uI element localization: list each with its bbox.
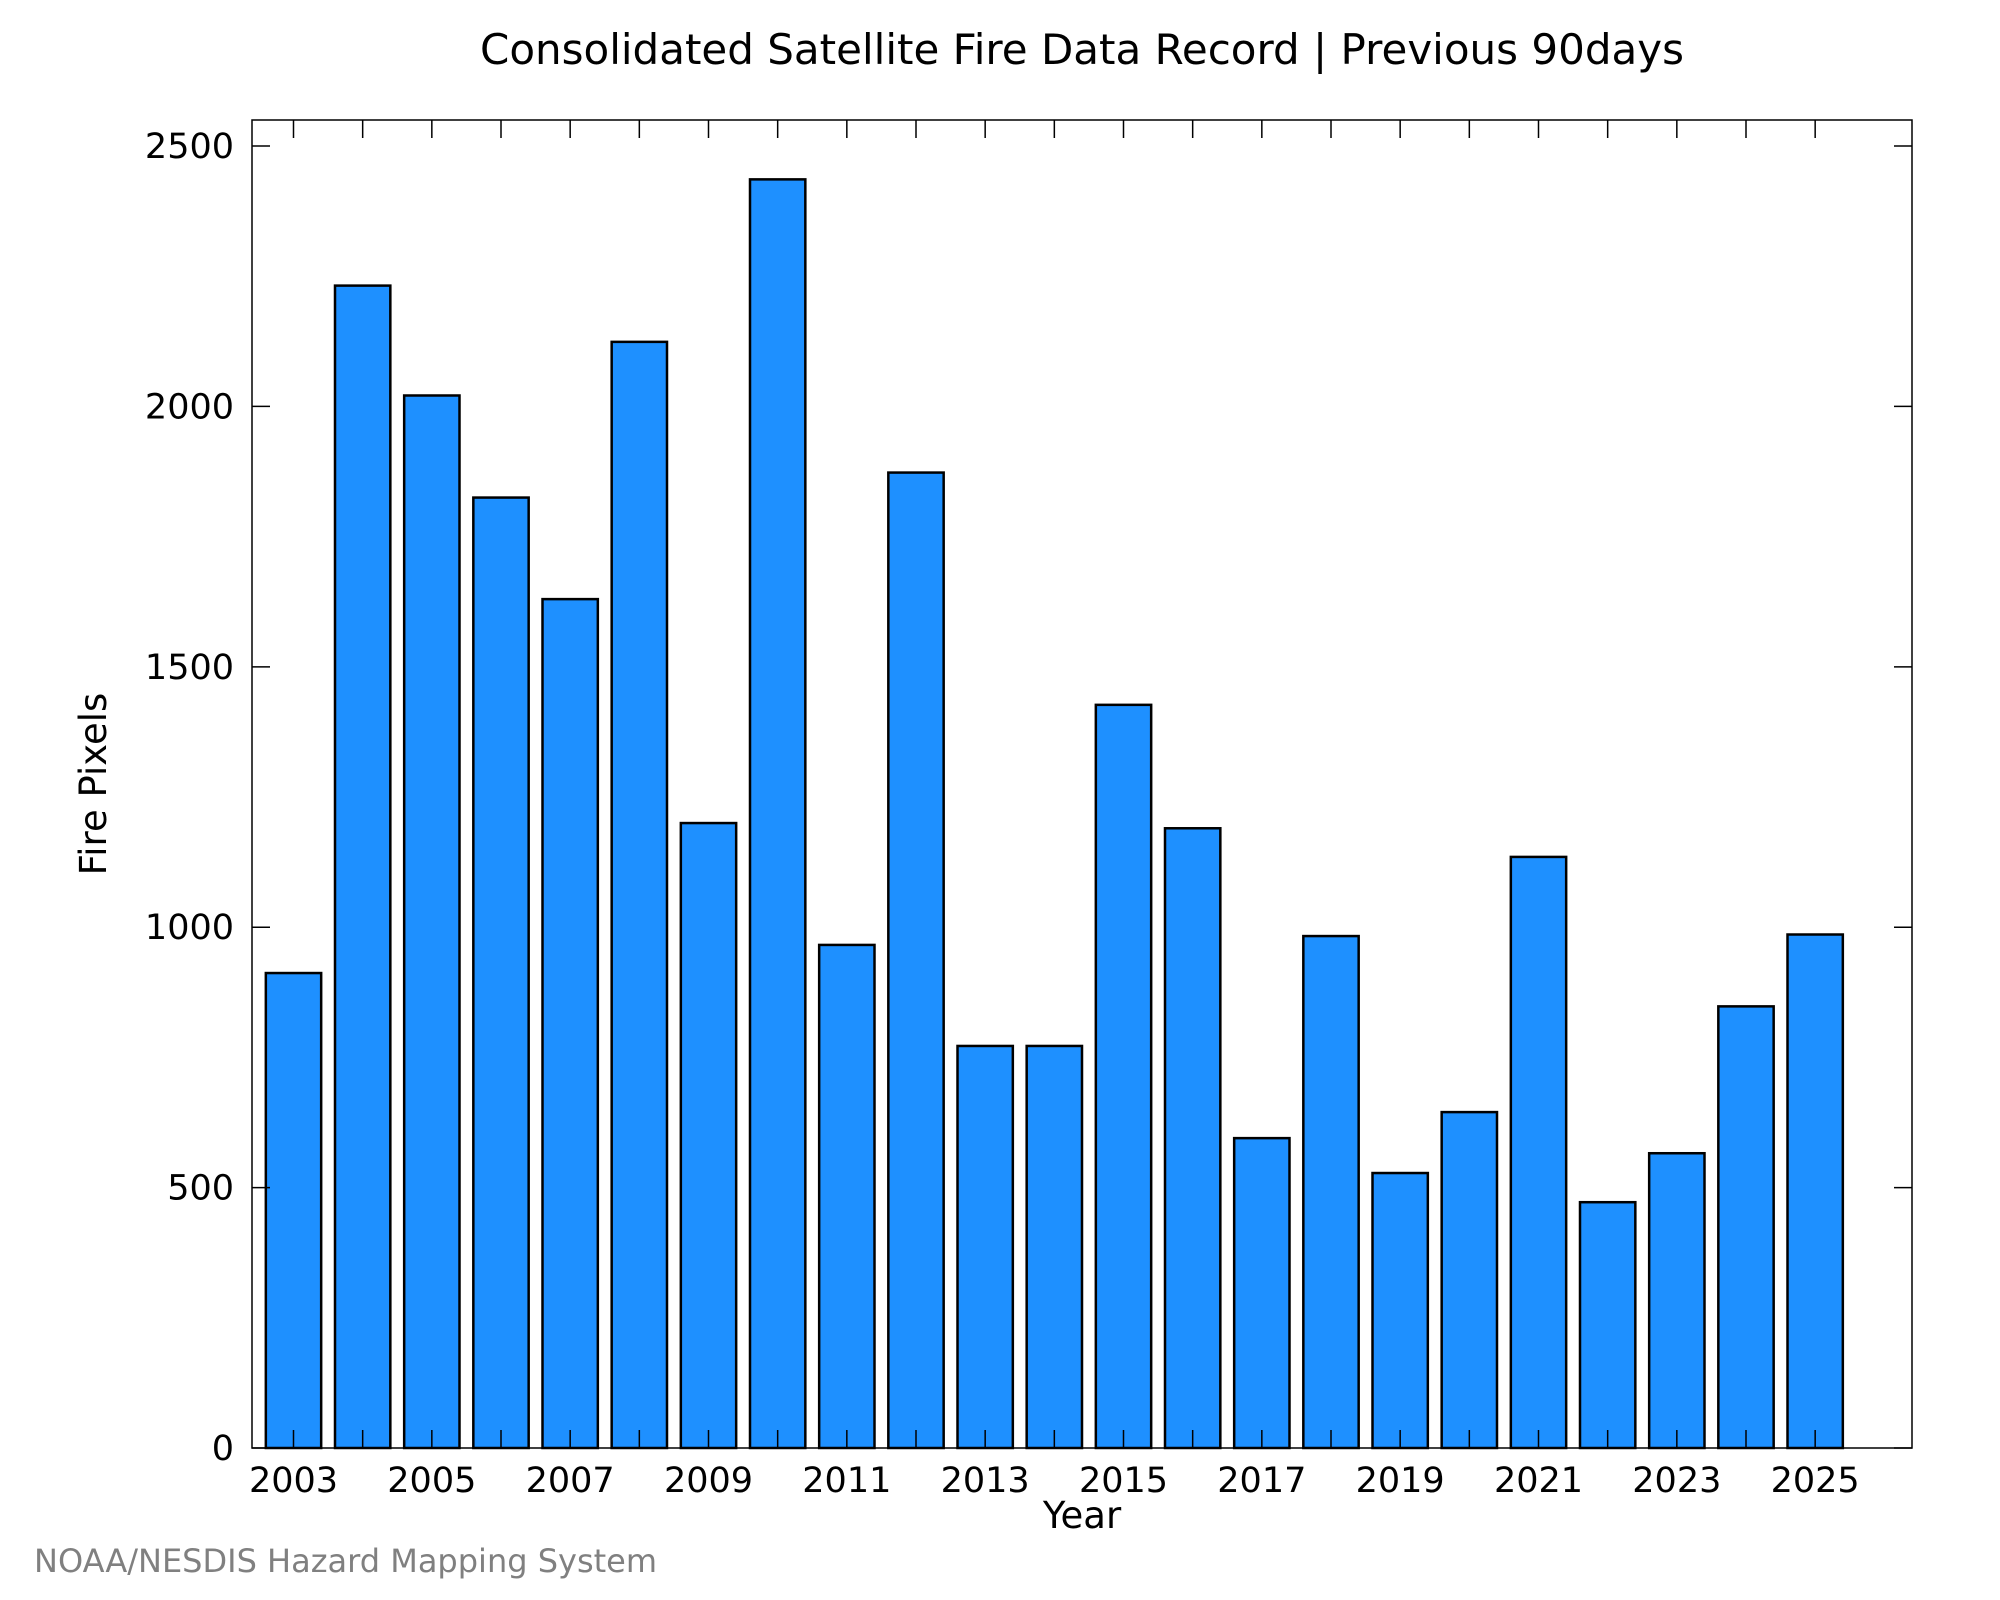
- bar-2012: [887, 471, 945, 1450]
- bar-2021: [1509, 855, 1568, 1450]
- bar-2003: [264, 971, 323, 1450]
- chart-title: Consolidated Satellite Fire Data Record …: [480, 25, 1684, 74]
- bar-2019: [1371, 1171, 1430, 1450]
- bar-2015: [1094, 703, 1153, 1450]
- x-tick-label-2025: 2025: [1771, 1461, 1860, 1501]
- x-tick-label-2005: 2005: [387, 1461, 476, 1501]
- credit-text: NOAA/NESDIS Hazard Mapping System: [34, 1542, 657, 1580]
- bar-2025: [1786, 933, 1845, 1450]
- bar-2008: [610, 340, 669, 1450]
- x-tick-label-2011: 2011: [802, 1461, 891, 1501]
- bar-2016: [1163, 827, 1222, 1450]
- bar-2018: [1302, 934, 1360, 1450]
- x-tick-label-2019: 2019: [1356, 1461, 1445, 1501]
- x-tick-label-2009: 2009: [664, 1461, 753, 1501]
- y-tick-label-0: 0: [212, 1429, 234, 1469]
- x-tick-label-2021: 2021: [1494, 1461, 1583, 1501]
- bar-2013: [956, 1044, 1015, 1450]
- x-tick-label-2007: 2007: [526, 1461, 615, 1501]
- y-tick-label-500: 500: [167, 1169, 234, 1209]
- tick-labels-group: 0 500 1000 1500 2000 2500 2003 2005 2007 2009 2011…: [145, 127, 1860, 1501]
- bar-2017: [1232, 1136, 1291, 1450]
- x-axis-label: Year: [1042, 1494, 1122, 1537]
- bar-2010: [748, 178, 807, 1450]
- bar-2023: [1647, 1151, 1706, 1450]
- y-tick-label-1000: 1000: [145, 908, 234, 948]
- y-tick-label-1500: 1500: [145, 648, 234, 688]
- x-tick-label-2017: 2017: [1217, 1461, 1306, 1501]
- bar-2020: [1440, 1110, 1499, 1450]
- bar-2024: [1717, 1005, 1775, 1450]
- bar-2014: [1025, 1044, 1084, 1450]
- bar-2022: [1578, 1200, 1637, 1450]
- x-tick-label-2023: 2023: [1632, 1461, 1721, 1501]
- x-tick-label-2015: 2015: [1079, 1461, 1168, 1501]
- ticks-group: [252, 120, 1912, 1449]
- x-tick-label-2003: 2003: [249, 1461, 338, 1501]
- bar-2009: [679, 821, 738, 1450]
- bar-2006: [472, 496, 530, 1450]
- y-tick-label-2500: 2500: [145, 127, 234, 167]
- bar-2011: [817, 943, 876, 1450]
- bar-2004: [333, 284, 392, 1450]
- x-tick-label-2013: 2013: [941, 1461, 1030, 1501]
- bar-2007: [541, 597, 600, 1450]
- y-tick-label-2000: 2000: [145, 387, 234, 427]
- plot-frame: [251, 119, 1913, 1449]
- bar-2005: [402, 394, 461, 1450]
- y-axis-label: Fire Pixels: [72, 693, 115, 876]
- bars-group: [264, 178, 1845, 1450]
